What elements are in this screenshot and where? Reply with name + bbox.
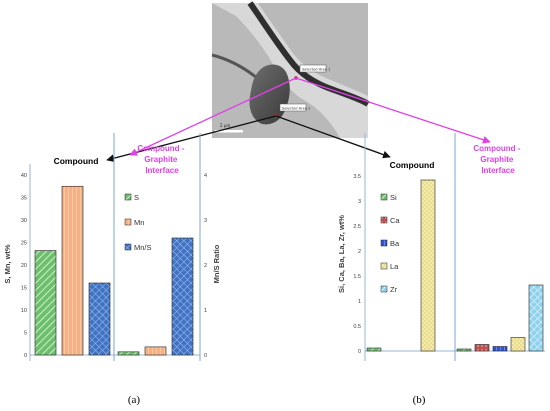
chart-a-group-compound: Compound: [54, 156, 99, 166]
chart-b-ytick-1-5: 1.5: [353, 274, 361, 280]
chart-b: Compound Compound - Graphite Interface S…: [337, 133, 545, 361]
chart-b-bar-si-compound: [366, 347, 382, 352]
chart-b-ytick-1: 1: [358, 299, 361, 305]
chart-a-legend-swatch-mn-s: [124, 243, 132, 251]
chart-b-legend-label-ba: Ba: [390, 239, 400, 248]
chart-b-legend-label-si: Si: [390, 193, 397, 202]
scale-bar: [215, 130, 243, 133]
chart-a-ylabel-right: Mn/S Ratio: [212, 244, 221, 283]
chart-b-bar-ba-compound-graphite-interface: [492, 346, 508, 352]
chart-a-legend-label-mn: Mn: [134, 218, 144, 227]
chart-b-ytick-3: 3: [358, 199, 361, 205]
micrograph: Selected Area 1 Selected Area 2 2 µm: [211, 1, 370, 138]
chart-b-group-interface-line2: Graphite: [480, 155, 513, 164]
chart-b-ytick-3-5: 3.5: [353, 174, 361, 180]
chart-a-ytick-right-2: 2: [204, 263, 207, 269]
scale-bar-label: 2 µm: [220, 123, 230, 128]
chart-a-bar-s-compound: [34, 250, 57, 356]
chart-a-group-interface-line3: Interface: [145, 166, 179, 175]
chart-b-legend-label-zr: Zr: [390, 285, 398, 294]
panel-label-a: (a): [128, 394, 141, 406]
graphite-nodule: [249, 64, 290, 125]
chart-b-legend-swatch-si: [380, 193, 388, 201]
connector-arrows: [106, 77, 491, 163]
chart-a: Compound Compound - Graphite Interface S…: [3, 133, 221, 361]
selected-area-2-box: [279, 103, 307, 112]
chart-a-ytick-15: 15: [21, 286, 27, 292]
chart-a-group-interface-line1: Compound -: [137, 144, 184, 153]
chart-a-group-interface-line2: Graphite: [144, 155, 177, 164]
chart-a-legend: S Mn Mn/S: [124, 193, 152, 252]
chart-b-bar-zr-compound-graphite-interface: [528, 284, 544, 352]
panel-label-b: (b): [413, 394, 426, 406]
micrograph-dark-band: [212, 3, 368, 138]
chart-b-ytick-0-5: 0.5: [353, 324, 361, 330]
selected-area-1-box: [299, 64, 327, 73]
chart-a-ytick-right-3: 3: [204, 218, 207, 224]
chart-b-bar-ca-compound-graphite-interface: [474, 344, 490, 352]
chart-b-legend-swatch-zr: [380, 285, 388, 293]
selected-area-1-label: Selected Area 1: [302, 68, 330, 72]
chart-b-ytick-2: 2: [358, 249, 361, 255]
chart-b-group-interface: Compound - Graphite Interface: [473, 144, 522, 175]
chart-b-legend: Si Ca Ba La Zr: [380, 193, 400, 294]
chart-b-legend-swatch-ba: [380, 239, 388, 247]
chart-a-ytick-10: 10: [21, 308, 27, 314]
chart-a-bar-mn-s-compound-graphite-interface: [171, 237, 194, 356]
chart-b-bars: [366, 179, 544, 352]
chart-a-ytick-35: 35: [21, 196, 27, 202]
chart-a-ytick-30: 30: [21, 218, 27, 224]
arrow-to-interface-a: [129, 77, 297, 156]
chart-a-ytick-right-4: 4: [204, 173, 207, 179]
chart-b-yticks: 0 0.5 1 1.5 2 2.5 3 3.5: [353, 174, 361, 355]
chart-b-group-interface-line1: Compound -: [473, 144, 520, 153]
chart-b-legend-label-ca: Ca: [390, 216, 400, 225]
chart-a-yticks-right: 0 1 2 3 4: [204, 173, 207, 359]
chart-b-ytick-0: 0: [358, 349, 361, 355]
chart-a-legend-label-s: S: [134, 193, 139, 202]
chart-b-legend-swatch-la: [380, 262, 388, 270]
chart-b-ylabel: Si, Ca, Ba, La, Zr, wt%: [337, 215, 346, 293]
chart-a-bar-mn-compound: [61, 185, 84, 356]
arrow-to-compound-b: [275, 115, 391, 159]
chart-a-ytick-20: 20: [21, 263, 27, 269]
chart-b-legend-swatch-ca: [380, 216, 388, 224]
chart-a-legend-label-mn-s: Mn/S: [134, 243, 152, 252]
chart-a-yticks: 0 5 10 15 20 25 30 35 40: [21, 173, 27, 359]
chart-b-bar-la-compound: [420, 179, 436, 352]
chart-a-legend-swatch-mn: [124, 218, 132, 226]
chart-a-ytick-right-1: 1: [204, 308, 207, 314]
chart-a-bars: [34, 185, 194, 356]
chart-b-ytick-2-5: 2.5: [353, 224, 361, 230]
chart-a-ylabel: S, Mn, wt%: [3, 244, 12, 283]
chart-b-group-compound: Compound: [390, 160, 435, 170]
chart-b-group-interface-line3: Interface: [481, 166, 515, 175]
chart-a-ytick-40: 40: [21, 173, 27, 179]
chart-a-bar-s-compound-graphite-interface: [117, 351, 140, 356]
chart-a-bar-mn-compound-graphite-interface: [144, 346, 167, 356]
arrow-to-interface-b: [295, 77, 491, 144]
chart-a-bar-mn-s-compound: [88, 282, 111, 356]
chart-a-group-interface: Compound - Graphite Interface: [137, 144, 186, 175]
chart-a-ytick-25: 25: [21, 241, 27, 247]
chart-b-legend-label-la: La: [390, 262, 399, 271]
chart-b-bar-si-compound-graphite-interface: [456, 348, 472, 352]
chart-a-ytick-right-0: 0: [204, 353, 207, 359]
chart-a-legend-swatch-s: [124, 193, 132, 201]
selected-area-2-label: Selected Area 2: [282, 107, 310, 111]
chart-b-bar-la-compound-graphite-interface: [510, 337, 526, 352]
chart-a-ytick-5: 5: [24, 331, 27, 337]
chart-a-ytick-0: 0: [24, 353, 27, 359]
